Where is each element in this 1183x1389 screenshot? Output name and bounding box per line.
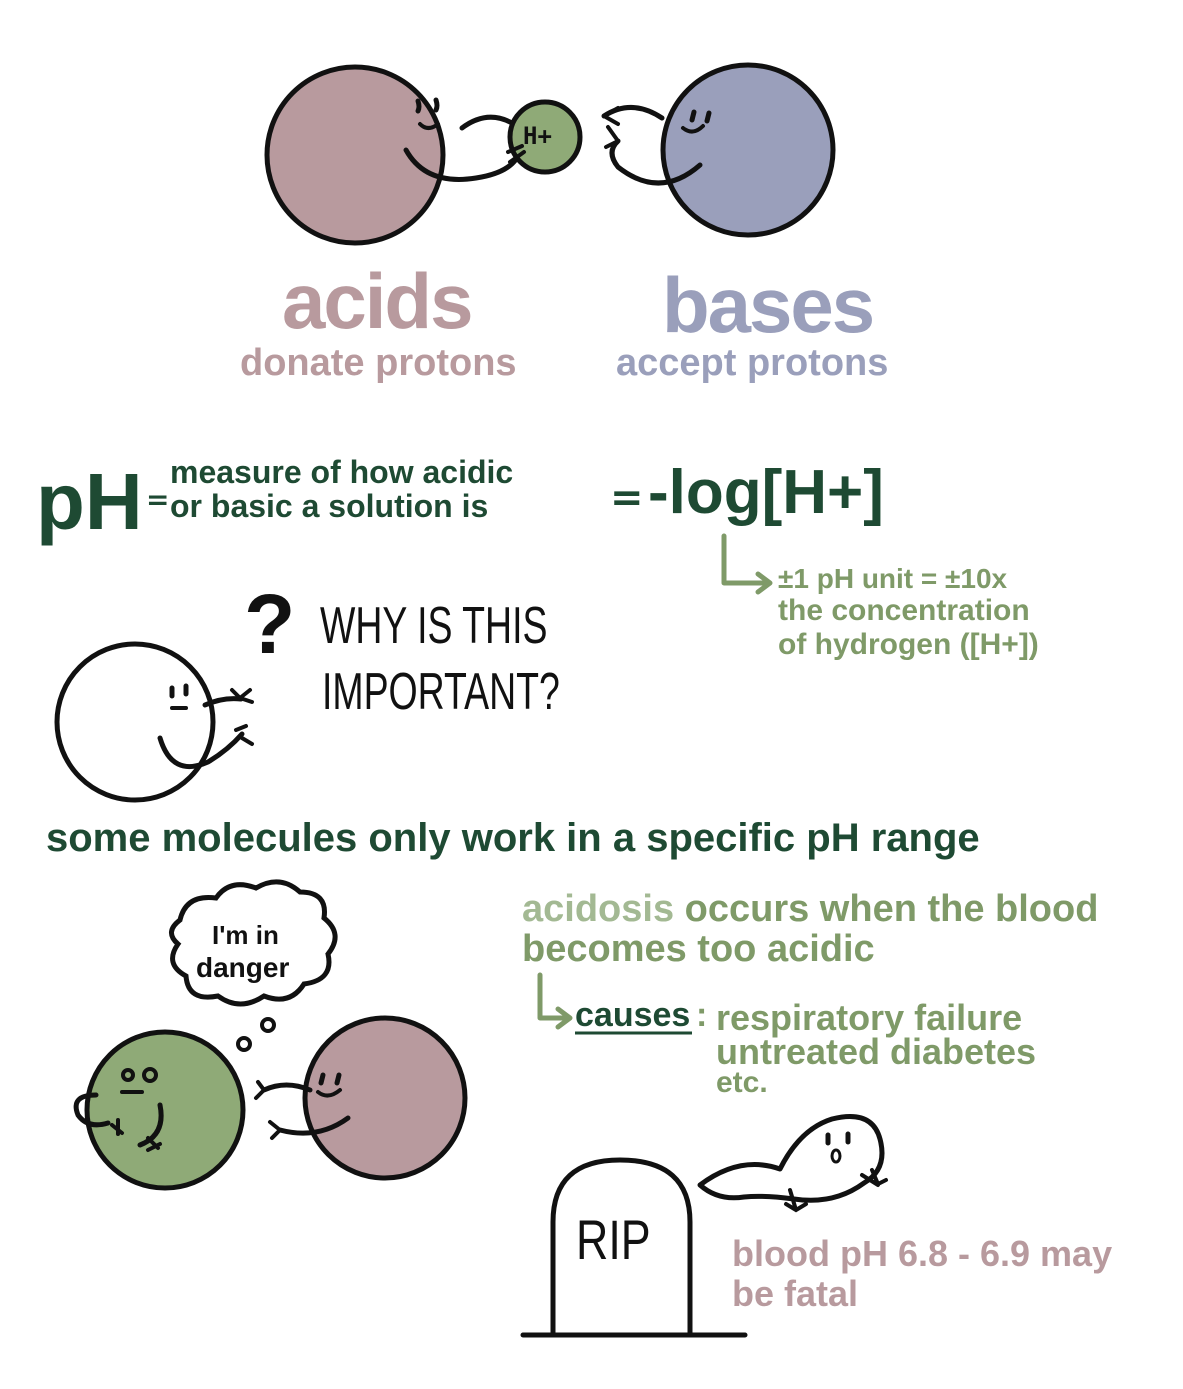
acid-molecule-grabbing-character — [254, 1015, 468, 1181]
question-mark-icon: ? — [244, 577, 296, 671]
base-molecule-character — [601, 62, 836, 238]
why-line-2: IMPORTANT? — [322, 663, 560, 721]
why-line-1: WHY IS THIS — [320, 597, 548, 655]
acidosis-definition-start: occurs when the blood — [684, 888, 1099, 930]
causes-colon: : — [696, 996, 708, 1034]
cause-2: untreated diabetes — [716, 1031, 1037, 1072]
proton-label: H+ — [523, 122, 552, 150]
ph-note-line-1: ±1 pH unit = ±10x — [778, 563, 1008, 594]
bases-heading: bases — [662, 261, 875, 349]
ph-note-line-2: the concentration — [778, 594, 1030, 627]
acids-description: donate protons — [240, 342, 517, 384]
causes-label: causes — [575, 996, 691, 1034]
acid-molecule-character — [264, 64, 524, 246]
ph-definition-line-2: or basic a solution is — [170, 488, 489, 524]
acidosis-line-1: acidosis occurs when the blood — [522, 890, 1098, 928]
danger-bubble-line-2: danger — [196, 952, 290, 983]
gravestone-rip-label: RIP — [576, 1208, 651, 1271]
fatal-ph-line-1: blood pH 6.8 - 6.9 may — [732, 1233, 1113, 1274]
danger-bubble-line-1: I'm in — [212, 920, 279, 950]
ghost-character — [697, 1114, 888, 1213]
ph-formula: -log[H+] — [648, 458, 884, 527]
thought-bubble — [169, 879, 338, 1052]
acidosis-term: acidosis — [522, 888, 675, 930]
cause-3: etc. — [716, 1066, 768, 1099]
cause-1: respiratory failure — [716, 997, 1023, 1038]
curious-molecule-character — [54, 641, 254, 803]
ph-symbol: pH — [36, 457, 143, 546]
molecules-statement: some molecules only work in a specific p… — [46, 816, 980, 860]
causes-arrow-icon — [537, 972, 573, 1030]
note-arrow-icon — [721, 533, 773, 595]
ph-note-line-3: of hydrogen ([H+]) — [778, 628, 1039, 661]
scared-molecule-character — [73, 1029, 246, 1191]
gravestone — [520, 1157, 748, 1338]
ph-definition-line-1: measure of how acidic — [170, 454, 514, 490]
ph-equals-1: = — [146, 483, 170, 516]
bases-description: accept protons — [616, 342, 889, 384]
fatal-ph-line-2: be fatal — [732, 1273, 859, 1314]
acids-heading: acids — [282, 257, 473, 345]
acidosis-line-2: becomes too acidic — [522, 928, 875, 970]
ph-equals-2: = — [610, 475, 644, 521]
proton-hplus-character — [506, 99, 583, 175]
